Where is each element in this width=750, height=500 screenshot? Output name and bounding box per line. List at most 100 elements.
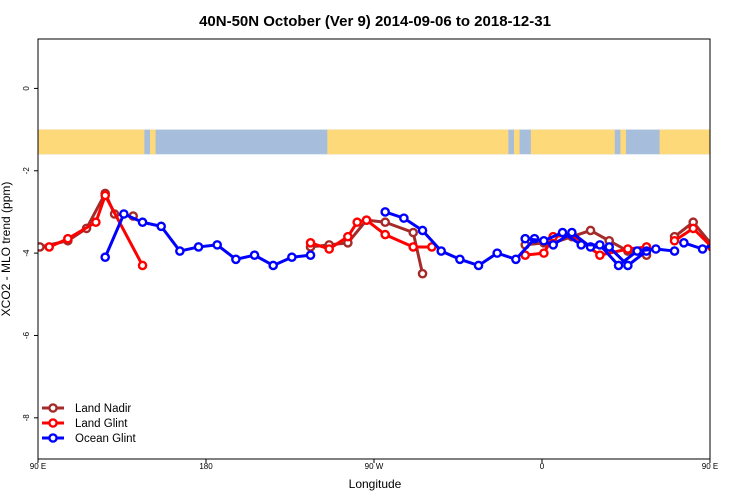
data-point-land-glint bbox=[623, 244, 633, 254]
y-tick-label: -6 bbox=[22, 331, 31, 339]
data-point-ocean-glint bbox=[669, 246, 680, 256]
data-point-ocean-glint bbox=[576, 240, 587, 250]
data-point-ocean-glint bbox=[137, 217, 148, 228]
x-tick-label: 0 bbox=[540, 462, 545, 471]
map-land bbox=[620, 129, 626, 155]
data-point-ocean-glint bbox=[632, 246, 643, 256]
x-tick-label: 180 bbox=[199, 462, 213, 471]
data-point-land-glint bbox=[669, 235, 680, 246]
data-point-land-glint bbox=[352, 217, 363, 228]
data-point-land-nadir bbox=[585, 225, 596, 236]
data-point-land-nadir bbox=[408, 227, 419, 238]
legend-item-land-glint: Land Glint bbox=[42, 418, 128, 430]
data-point-land-glint bbox=[100, 190, 110, 201]
data-point-ocean-glint bbox=[399, 213, 409, 223]
y-tick-label: -8 bbox=[22, 414, 31, 422]
map-land bbox=[327, 129, 509, 155]
data-point-ocean-glint bbox=[697, 244, 708, 254]
legend-item-ocean-glint: Ocean Glint bbox=[42, 433, 137, 445]
data-point-ocean-glint bbox=[613, 260, 624, 271]
data-point-ocean-glint bbox=[249, 250, 260, 260]
legend-marker bbox=[48, 433, 58, 443]
data-point-ocean-glint bbox=[193, 242, 204, 252]
data-point-land-glint bbox=[595, 250, 605, 260]
data-point-ocean-glint bbox=[231, 254, 241, 265]
legend-label: Land Nadir bbox=[75, 403, 131, 415]
x-axis: 90 E 180 90 W 0 90 E bbox=[30, 459, 718, 471]
map-land bbox=[659, 129, 710, 155]
y-tick-label: -2 bbox=[22, 167, 31, 175]
data-point-ocean-glint bbox=[623, 260, 633, 271]
data-point-ocean-glint bbox=[473, 260, 484, 271]
data-point-land-glint bbox=[137, 260, 148, 271]
data-point-land-nadir bbox=[727, 237, 734, 244]
data-point-ocean-glint bbox=[492, 248, 503, 258]
data-point-ocean-glint bbox=[520, 233, 531, 244]
data-point-ocean-glint bbox=[268, 260, 279, 271]
legend-label: Ocean Glint bbox=[75, 433, 137, 445]
data-point-ocean-glint bbox=[212, 240, 222, 250]
data-point-land-glint bbox=[688, 223, 699, 234]
legend-marker bbox=[48, 418, 58, 428]
y-tick-label: 0 bbox=[22, 86, 31, 91]
data-point-ocean-glint bbox=[718, 237, 725, 244]
y-axis-label: XCO2 - MLO trend (ppm) bbox=[0, 182, 13, 317]
data-point-land-glint bbox=[91, 217, 101, 228]
x-tick-label: 90 E bbox=[30, 462, 46, 471]
data-point-ocean-glint bbox=[436, 246, 447, 256]
data-point-ocean-glint bbox=[539, 235, 549, 246]
data-point-ocean-glint bbox=[736, 229, 743, 236]
y-tick-label: -4 bbox=[22, 249, 31, 257]
map-land bbox=[530, 129, 615, 155]
chart-title: 40N-50N October (Ver 9) 2014-09-06 to 20… bbox=[199, 13, 551, 30]
series-land-glint bbox=[44, 190, 750, 271]
map-strip bbox=[38, 129, 710, 155]
data-point-ocean-glint bbox=[557, 227, 568, 238]
data-point-ocean-glint bbox=[604, 242, 615, 252]
data-point-ocean-glint bbox=[548, 240, 559, 250]
data-point-land-glint bbox=[361, 215, 372, 225]
map-land bbox=[514, 129, 520, 155]
legend-item-land-nadir: Land Nadir bbox=[42, 403, 131, 415]
data-point-ocean-glint bbox=[511, 254, 521, 265]
legend-label: Land Glint bbox=[75, 418, 128, 430]
data-point-land-glint bbox=[305, 238, 316, 248]
data-point-ocean-glint bbox=[119, 209, 129, 219]
x-axis-label: Longitude bbox=[349, 477, 402, 491]
data-point-land-glint bbox=[343, 231, 353, 242]
data-point-land-glint bbox=[408, 242, 419, 252]
data-point-land-glint bbox=[380, 229, 391, 240]
map-land bbox=[150, 129, 156, 155]
data-point-ocean-glint bbox=[567, 227, 577, 238]
data-point-land-glint bbox=[324, 244, 335, 254]
data-point-land-glint bbox=[539, 248, 549, 258]
data-point-ocean-glint bbox=[156, 221, 166, 232]
series-ocean-glint bbox=[100, 207, 743, 271]
legend-marker bbox=[48, 403, 58, 413]
data-point-ocean-glint bbox=[595, 240, 605, 250]
data-point-ocean-glint bbox=[679, 238, 689, 248]
series-line-land-glint bbox=[48, 193, 144, 267]
data-point-land-glint bbox=[44, 242, 55, 252]
series-line-ocean-glint bbox=[103, 212, 311, 267]
data-point-land-glint bbox=[63, 233, 73, 244]
data-point-ocean-glint bbox=[417, 225, 428, 236]
data-point-land-glint bbox=[746, 235, 750, 242]
data-point-land-nadir bbox=[417, 268, 428, 279]
data-point-ocean-glint bbox=[455, 254, 465, 265]
series-line-land-nadir bbox=[673, 220, 710, 245]
data-point-ocean-glint bbox=[380, 207, 391, 217]
legend: Land Nadir Land Glint Ocean Glint bbox=[42, 403, 137, 445]
data-point-ocean-glint bbox=[287, 252, 297, 263]
data-point-land-nadir bbox=[380, 217, 391, 228]
x-tick-label: 90 W bbox=[365, 462, 384, 471]
data-point-ocean-glint bbox=[100, 252, 110, 263]
data-point-ocean-glint bbox=[651, 244, 661, 254]
map-land bbox=[38, 129, 145, 155]
data-point-ocean-glint bbox=[305, 250, 316, 260]
data-point-land-glint bbox=[727, 241, 734, 248]
plot-marks bbox=[38, 188, 750, 279]
x-tick-label: 90 E bbox=[702, 462, 718, 471]
data-point-land-nadir bbox=[746, 225, 750, 232]
